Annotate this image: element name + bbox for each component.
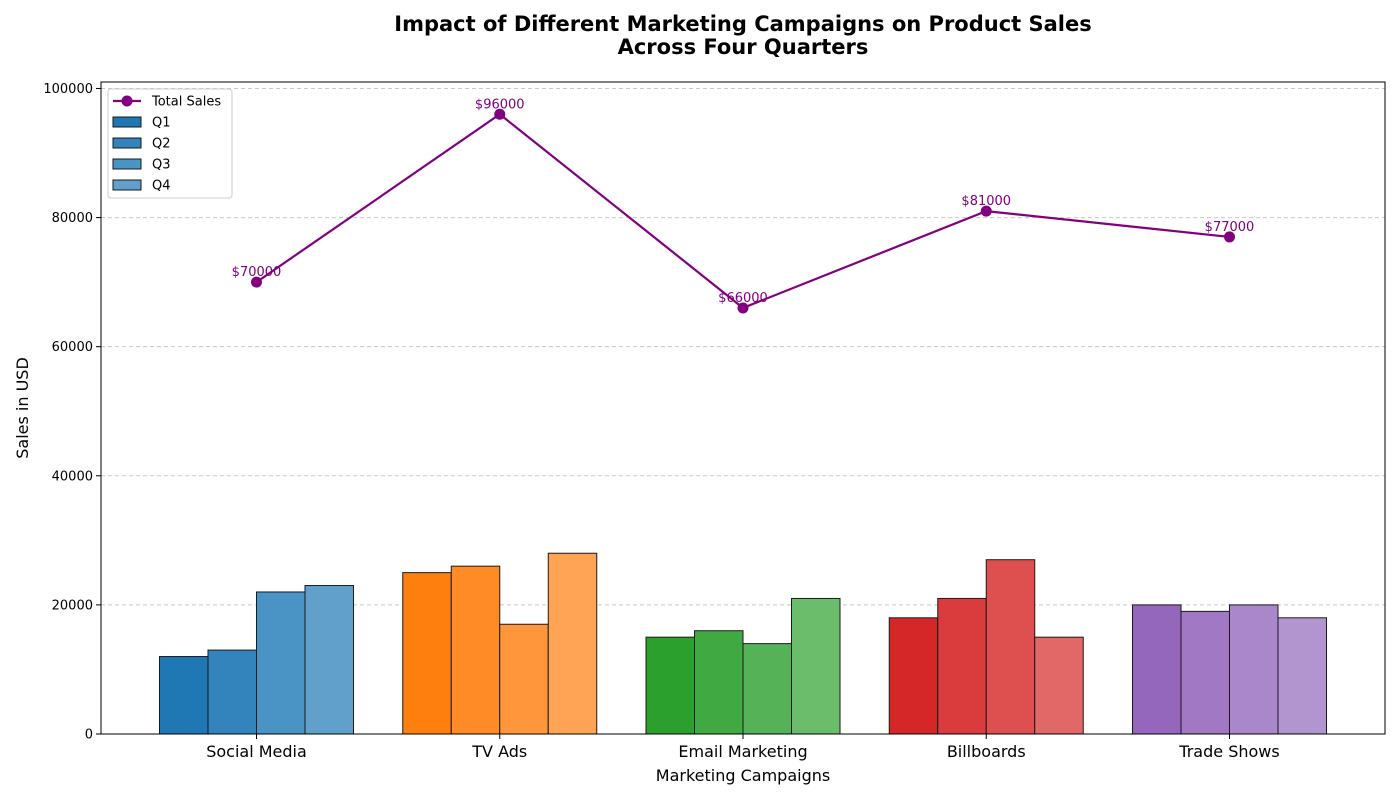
legend-swatch — [112, 116, 142, 128]
bar-q4-billboards — [1034, 636, 1084, 735]
x-tick-label: TV Ads — [471, 742, 527, 761]
legend-item-q1: Q1 — [112, 116, 171, 131]
bar-q3-social-media — [256, 591, 306, 735]
y-tick-label: 0 — [85, 728, 93, 743]
bar-q1-billboards — [888, 617, 939, 735]
x-tick-label: Email Marketing — [678, 742, 807, 761]
total-sales-point — [980, 205, 992, 217]
total-sales-line — [255, 112, 1230, 310]
legend-label: Q1 — [152, 116, 171, 131]
legend-swatch — [112, 179, 142, 191]
bar-q4-email-marketing — [791, 597, 841, 735]
bar-q2-billboards — [937, 597, 987, 735]
bar-q3-email-marketing — [742, 643, 792, 735]
y-tick-label: 40000 — [52, 469, 93, 484]
chart-title-line-1: Impact of Different Marketing Campaigns … — [394, 12, 1092, 36]
bar-q4-tv-ads — [547, 552, 598, 735]
total-sales-data-label: $66000 — [718, 291, 768, 306]
legend-swatch — [112, 158, 142, 170]
y-tick-label: 80000 — [52, 211, 93, 226]
legend-swatch — [112, 137, 142, 149]
x-tick-label: Billboards — [947, 742, 1026, 761]
x-tick-label: Trade Shows — [1178, 742, 1279, 761]
bar-q1-trade-shows — [1132, 604, 1182, 735]
y-gridlines — [101, 87, 1385, 606]
legend-swatch-marker — [121, 95, 133, 107]
bar-q2-tv-ads — [450, 565, 501, 735]
total-sales-point — [1224, 231, 1235, 243]
total-sales-point — [251, 276, 262, 288]
y-tick-label: 60000 — [52, 340, 93, 355]
total-sales-data-label: $81000 — [961, 194, 1011, 209]
chart-title-line-2: Across Four Quarters — [618, 35, 869, 59]
bar-q4-social-media — [304, 585, 354, 735]
bar-q2-trade-shows — [1180, 610, 1230, 735]
legend-item-q2: Q2 — [112, 137, 171, 152]
total-sales-data-label: $70000 — [232, 265, 282, 280]
x-axis-ticks: Social Media TV Ads Email Marketing Billboa… — [206, 734, 1280, 761]
bar-q4-trade-shows — [1277, 617, 1327, 735]
legend-label: Q4 — [152, 179, 171, 194]
y-axis-ticks: 0 20000 40000 60000 80000 100000 — [43, 82, 101, 743]
legend-label: Q3 — [152, 158, 171, 173]
total-sales-point — [494, 108, 506, 120]
bar-q1-tv-ads — [402, 572, 452, 735]
legend-label: Q2 — [152, 137, 171, 152]
total-sales-data-label: $96000 — [475, 97, 525, 112]
x-tick-label: Social Media — [206, 742, 307, 761]
legend-box — [107, 88, 233, 199]
legend-item-q3: Q3 — [112, 158, 171, 173]
legend-item-q4: Q4 — [112, 179, 171, 194]
x-axis-label: Marketing Campaigns — [656, 766, 830, 785]
y-tick-label: 100000 — [43, 82, 93, 97]
y-axis-label: Sales in USD — [13, 357, 32, 459]
bar-q3-billboards — [985, 559, 1036, 735]
bar-q3-tv-ads — [499, 623, 549, 735]
total-sales-data-label: $77000 — [1205, 220, 1255, 235]
bar-q1-email-marketing — [645, 636, 695, 735]
y-tick-label: 20000 — [52, 598, 93, 613]
bar-q3-trade-shows — [1229, 604, 1279, 735]
legend: Total Sales Q1 Q2 Q3 Q4 — [107, 88, 233, 199]
bar-q1-social-media — [159, 656, 209, 735]
total-sales-point — [737, 302, 749, 314]
bar-q2-social-media — [207, 649, 257, 735]
chart-title: Impact of Different Marketing Campaigns … — [394, 12, 1092, 59]
legend-item-total-sales: Total Sales — [113, 95, 221, 110]
bar-series-group — [159, 552, 1327, 735]
total-sales-line-group: $70000 $96000 $66000 $81000 $77000 — [232, 97, 1255, 314]
bar-q2-email-marketing — [694, 630, 744, 735]
legend-label: Total Sales — [151, 95, 221, 110]
